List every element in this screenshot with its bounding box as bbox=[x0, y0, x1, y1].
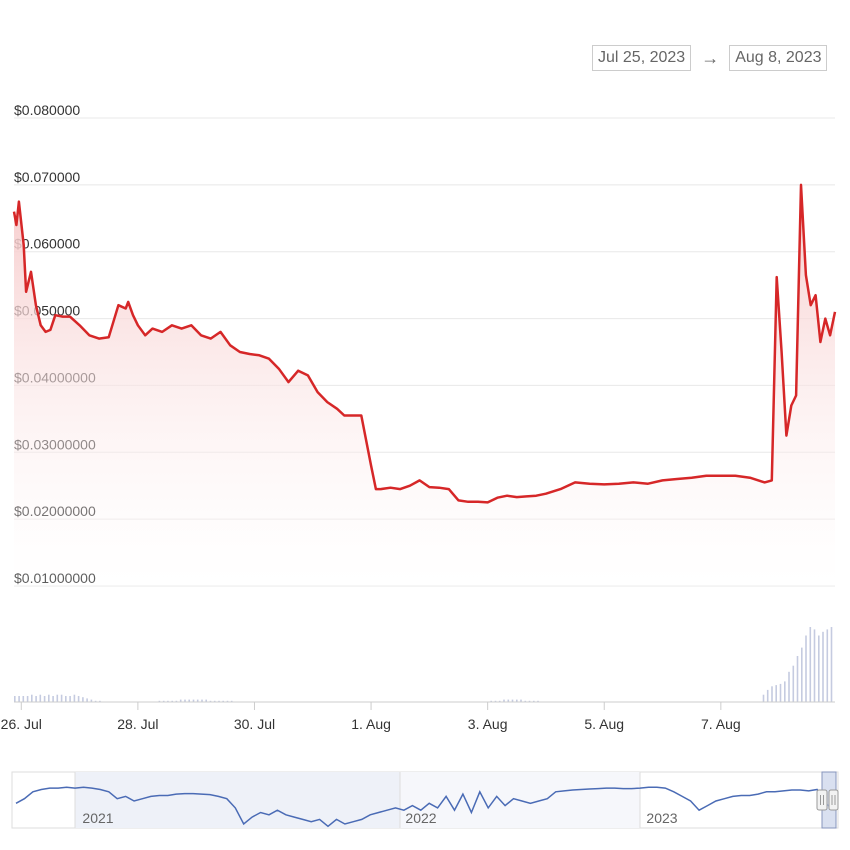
volume-bar bbox=[222, 700, 224, 702]
volume-bar bbox=[788, 671, 790, 702]
volume-bar bbox=[48, 694, 50, 702]
volume-bar bbox=[775, 685, 777, 702]
volume-bar bbox=[171, 700, 173, 702]
volume-bar bbox=[22, 696, 25, 702]
x-tick-label: 5. Aug bbox=[584, 716, 624, 732]
volume-bar bbox=[69, 696, 71, 702]
volume-bar bbox=[813, 629, 816, 702]
volume-bar bbox=[826, 629, 829, 702]
date-range-selector: Jul 25, 2023 → Aug 8, 2023 bbox=[592, 44, 828, 72]
volume-bar bbox=[90, 699, 93, 702]
volume-bar bbox=[792, 665, 795, 702]
volume-bar bbox=[796, 656, 799, 702]
volume-bar bbox=[511, 699, 514, 702]
volume-bar bbox=[498, 700, 501, 702]
volume-bar bbox=[507, 699, 510, 702]
volume-bar bbox=[201, 699, 203, 702]
volume-bar bbox=[205, 699, 207, 702]
volume-bar bbox=[537, 700, 539, 702]
volume-bar bbox=[31, 694, 33, 702]
volume-bars bbox=[14, 627, 835, 703]
x-tick-label: 7. Aug bbox=[701, 716, 741, 732]
volume-bar bbox=[503, 699, 505, 702]
volume-bar bbox=[805, 635, 807, 702]
volume-bar bbox=[158, 700, 161, 702]
navigator-band bbox=[75, 772, 400, 828]
navigator-handle-icon[interactable] bbox=[816, 789, 828, 811]
volume-bar bbox=[528, 700, 531, 702]
volume-bar bbox=[60, 694, 63, 702]
volume-bar bbox=[99, 700, 101, 702]
price-line bbox=[12, 183, 837, 504]
volume-bar bbox=[56, 694, 59, 702]
volume-bar bbox=[830, 627, 833, 702]
y-tick-label: $0.080000 bbox=[14, 102, 80, 118]
volume-bar bbox=[65, 696, 67, 702]
volume-bar bbox=[39, 694, 42, 702]
volume-bar bbox=[82, 697, 84, 702]
volume-bar bbox=[494, 700, 497, 702]
volume-bar bbox=[179, 699, 182, 702]
volume-bar bbox=[94, 700, 97, 702]
x-tick-label: 30. Jul bbox=[234, 716, 275, 732]
volume-bar bbox=[213, 700, 216, 702]
volume-bar bbox=[26, 696, 29, 702]
price-line-group bbox=[12, 183, 837, 504]
y-tick-label: $0.070000 bbox=[14, 169, 80, 185]
volume-bar bbox=[184, 699, 186, 702]
price-area-fill bbox=[14, 184, 835, 586]
volume-bar bbox=[73, 694, 76, 702]
volume-bar bbox=[533, 700, 535, 702]
volume-bar bbox=[766, 689, 769, 702]
volume-bar bbox=[822, 631, 824, 702]
volume-bar bbox=[218, 700, 220, 702]
volume-bar bbox=[524, 700, 527, 702]
volume-bar bbox=[209, 700, 212, 702]
volume-bar bbox=[490, 700, 492, 702]
volume-bar bbox=[18, 696, 20, 702]
x-tick-label: 3. Aug bbox=[468, 716, 508, 732]
volume-bar bbox=[162, 700, 165, 702]
date-from-input[interactable]: Jul 25, 2023 bbox=[592, 45, 692, 71]
volume-bar bbox=[175, 700, 178, 702]
navigator[interactable]: 2021 2022 2023 bbox=[11, 771, 839, 829]
volume-bar bbox=[771, 686, 773, 702]
volume-bar bbox=[196, 699, 199, 702]
navigator-tick-label: 2023 bbox=[646, 810, 677, 826]
volume-bar bbox=[818, 635, 820, 702]
navigator-tick-label: 2022 bbox=[405, 810, 436, 826]
volume-bar bbox=[167, 700, 169, 702]
navigator-tick-label: 2021 bbox=[82, 810, 113, 826]
volume-bar bbox=[230, 700, 233, 702]
volume-bar bbox=[784, 681, 786, 702]
x-axis: 26. Jul 28. Jul 30. Jul 1. Aug 3. Aug 5. Aug 7… bbox=[1, 702, 741, 732]
volume-bar bbox=[14, 696, 16, 702]
volume-bar bbox=[516, 699, 518, 702]
volume-bar bbox=[779, 683, 782, 702]
volume-bar bbox=[192, 699, 195, 702]
price-area bbox=[14, 184, 835, 586]
y-tick-label: $0.060000 bbox=[14, 236, 80, 252]
x-tick-label: 1. Aug bbox=[351, 716, 391, 732]
volume-bar bbox=[43, 696, 46, 702]
volume-bar bbox=[52, 696, 54, 702]
x-tick-label: 28. Jul bbox=[117, 716, 158, 732]
navigator-line bbox=[15, 786, 835, 828]
x-tick-label: 26. Jul bbox=[1, 716, 42, 732]
volume-bar bbox=[520, 699, 522, 702]
volume-bar bbox=[762, 694, 765, 702]
volume-bar bbox=[801, 647, 803, 702]
volume-bar bbox=[86, 698, 88, 702]
range-arrow-icon: → bbox=[701, 47, 720, 68]
navigator-handle-icon[interactable] bbox=[828, 789, 839, 811]
volume-bar bbox=[188, 699, 190, 702]
date-to-input[interactable]: Aug 8, 2023 bbox=[729, 45, 828, 71]
volume-bar bbox=[35, 696, 37, 702]
volume-bar bbox=[809, 627, 812, 702]
volume-bar bbox=[77, 696, 80, 702]
volume-bar bbox=[226, 700, 229, 702]
